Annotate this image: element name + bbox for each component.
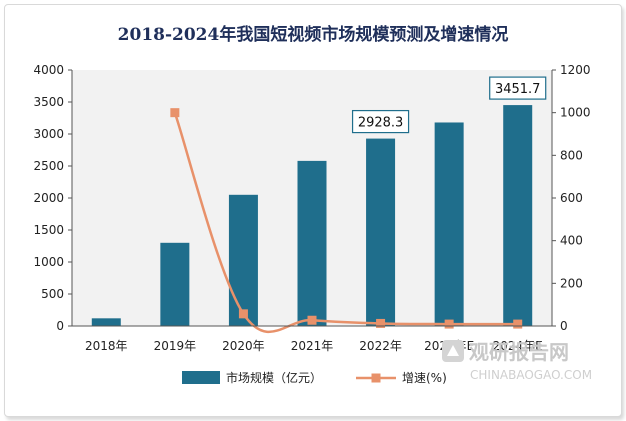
data-label-0: 2928.3 — [358, 116, 404, 131]
legend-line-label: 增速(%) — [402, 371, 447, 385]
legend-bar-swatch — [182, 371, 220, 384]
growth-marker-4 — [444, 319, 454, 329]
bar-1 — [160, 242, 190, 326]
growth-marker-3 — [376, 318, 386, 328]
right-tick-label: 1000 — [560, 106, 591, 120]
x-tick-label: 2024年E — [493, 339, 543, 353]
x-tick-label: 2022年 — [359, 339, 402, 353]
right-tick-label: 800 — [560, 148, 583, 162]
right-tick-label: 0 — [560, 319, 568, 333]
growth-marker-2 — [307, 315, 317, 325]
data-label-1: 3451.7 — [495, 82, 541, 97]
legend: 市场规模（亿元） 增速(%) — [182, 370, 447, 385]
legend-bar-label: 市场规模（亿元） — [226, 370, 322, 385]
data-label-box-0 — [351, 109, 410, 134]
watermark-url: CHINABAOGAO.COM — [470, 368, 592, 382]
x-tick-label: 2020年 — [222, 339, 265, 353]
watermark-brand: 观研报告网 — [469, 340, 569, 364]
line-series — [170, 108, 523, 334]
chart-title: 2018-2024年我国短视频市场规模预测及增速情况 — [118, 24, 509, 45]
left-tick-label: 500 — [41, 287, 64, 301]
left-tick-label: 2000 — [33, 191, 64, 205]
left-tick-label: 1000 — [33, 255, 64, 269]
left-tick-label: 3000 — [33, 127, 64, 141]
data-labels: 2928.3 3451.7 — [351, 76, 547, 134]
right-tick-label: 600 — [560, 191, 583, 205]
left-tick-label: 1500 — [33, 223, 64, 237]
right-tick-label: 1200 — [560, 63, 591, 77]
growth-marker-1 — [238, 309, 248, 319]
left-tick-label: 4000 — [33, 63, 64, 77]
bar-6 — [503, 105, 533, 326]
legend-line-marker — [371, 373, 381, 383]
left-tick-label: 3500 — [33, 95, 64, 109]
bar-4 — [366, 138, 396, 326]
bar-series — [91, 105, 533, 326]
bar-5 — [434, 122, 464, 326]
right-tick-label: 400 — [560, 234, 583, 248]
left-tick-label: 2500 — [33, 159, 64, 173]
watermark-logo-icon — [442, 340, 464, 362]
x-tick-label: 2018年 — [85, 339, 128, 353]
bar-0 — [91, 318, 121, 326]
data-label-box-1 — [489, 76, 547, 100]
right-tick-label: 200 — [560, 276, 583, 290]
growth-marker-5 — [513, 319, 523, 329]
axes: 0 500 1000 1500 2000 2500 3000 3500 4000 0 200 400 6… — [33, 63, 590, 353]
left-tick-label: 0 — [56, 319, 64, 333]
x-tick-label: 2021年 — [291, 339, 334, 353]
bar-2 — [228, 194, 258, 326]
x-tick-label: 2019年 — [154, 339, 197, 353]
growth-marker-0 — [170, 108, 180, 118]
watermark: 观研报告网 CHINABAOGAO.COM — [442, 340, 592, 382]
bar-3 — [297, 160, 327, 326]
